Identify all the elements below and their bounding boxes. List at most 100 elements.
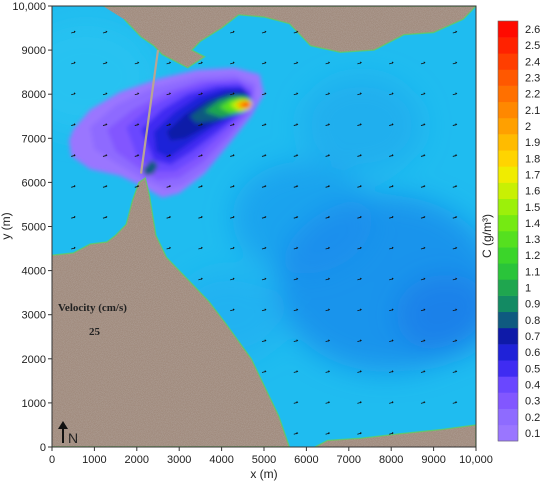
colorbar-swatch xyxy=(498,344,518,361)
colorbar-swatch xyxy=(498,150,518,167)
velocity-arrow-head xyxy=(296,308,299,311)
velocity-arrow-head xyxy=(74,246,76,250)
velocity-arrow-head xyxy=(105,123,108,126)
colorbar-tick-label: 0.5 xyxy=(525,363,540,375)
velocity-arrow-head xyxy=(201,215,203,219)
x-tick-label: 10,000 xyxy=(459,454,493,466)
colorbar-title: C (g/m³) xyxy=(480,214,494,258)
colorbar-tick-label: 2 xyxy=(525,121,531,133)
y-axis: 0 1000 2000 3000 4000 5000 6000 7000 8000 9000 10,… xyxy=(12,1,52,454)
y-tick-label: 0 xyxy=(40,442,46,454)
colorbar-tick-label: 1.8 xyxy=(525,153,540,165)
y-tick-label: 4000 xyxy=(22,266,46,278)
colorbar-swatch xyxy=(498,214,518,232)
velocity-arrow-head xyxy=(264,215,267,219)
velocity-arrow-head xyxy=(455,61,458,64)
velocity-arrow-head xyxy=(74,123,76,126)
velocity-arrow-head xyxy=(392,61,394,64)
velocity-arrow-head xyxy=(296,246,299,250)
velocity-arrow-head xyxy=(328,185,331,188)
velocity-arrow-head xyxy=(423,185,426,188)
velocity-arrow-head xyxy=(137,92,140,95)
colorbar-swatch xyxy=(498,117,518,135)
colorbar-swatch xyxy=(498,279,518,296)
velocity-legend-title: Velocity (cm/s) xyxy=(58,302,127,314)
velocity-arrow-head xyxy=(423,215,426,219)
velocity-arrow-head xyxy=(328,277,331,281)
velocity-arrow-head xyxy=(201,92,203,95)
velocity-arrow-head xyxy=(328,401,331,404)
velocity-arrow-head xyxy=(233,154,235,157)
y-tick-label: 10,000 xyxy=(12,1,46,13)
velocity-arrow-head xyxy=(264,185,267,188)
velocity-arrow-head xyxy=(455,185,458,188)
velocity-arrow-head xyxy=(296,92,299,95)
velocity-arrow-head xyxy=(423,246,426,250)
colorbar-tick-label: 1.3 xyxy=(525,234,540,246)
velocity-arrow-head xyxy=(455,92,458,95)
colorbar-swatch xyxy=(498,198,518,216)
velocity-arrow-head xyxy=(360,123,362,126)
velocity-arrow-head xyxy=(328,61,331,64)
x-tick-label: 7000 xyxy=(337,454,361,466)
velocity-arrow-head xyxy=(360,308,362,311)
colorbar-tick-label: 1.9 xyxy=(525,137,540,149)
velocity-arrow-head xyxy=(201,246,203,250)
colorbar-tick-label: 2.3 xyxy=(525,73,540,85)
velocity-arrow-head xyxy=(455,401,458,404)
colorbar-swatch xyxy=(498,166,518,183)
colorbar-tick-label: 1.1 xyxy=(525,266,540,278)
velocity-arrow-head xyxy=(233,308,235,311)
velocity-legend-value: 25 xyxy=(89,326,101,338)
velocity-arrow-head xyxy=(264,370,267,373)
velocity-arrow-head xyxy=(233,92,235,95)
velocity-arrow-head xyxy=(392,123,394,126)
velocity-arrow-head xyxy=(201,277,203,281)
velocity-arrow-head xyxy=(296,370,299,373)
velocity-arrow-head xyxy=(360,61,362,64)
water-shade-5 xyxy=(301,77,422,174)
causeway xyxy=(139,49,160,174)
velocity-arrow-head xyxy=(360,401,362,404)
colorbar-swatch xyxy=(498,21,518,38)
colorbar-swatch xyxy=(498,101,518,119)
colorbar-swatch xyxy=(498,408,518,426)
velocity-arrow-head xyxy=(105,61,108,64)
shore-north-coast xyxy=(102,6,476,69)
velocity-arrow-head xyxy=(264,246,267,250)
velocity-arrow-head xyxy=(137,61,140,64)
velocity-arrow-head xyxy=(392,339,394,342)
velocity-arrow-head xyxy=(360,277,362,281)
velocity-arrow-head xyxy=(233,215,235,219)
velocity-arrow-head xyxy=(392,370,394,373)
velocity-arrow-head xyxy=(455,308,458,311)
velocity-arrow-head xyxy=(328,123,331,126)
velocity-arrow-head xyxy=(201,123,203,126)
velocity-arrow-head xyxy=(169,246,172,250)
velocity-arrow-head xyxy=(74,30,76,34)
colorbar-tick-label: 0.9 xyxy=(525,299,540,311)
colorbar-swatch xyxy=(498,360,518,377)
x-tick-label: 8000 xyxy=(379,454,403,466)
colorbar-tick-label: 0.1 xyxy=(525,428,540,440)
velocity-arrow-head xyxy=(233,277,235,281)
velocity-arrow-head xyxy=(423,123,426,126)
velocity-arrow-head xyxy=(296,61,299,64)
colorbar-swatch xyxy=(498,53,518,70)
velocity-arrow-head xyxy=(105,215,108,219)
colorbar-tick-label: 0.2 xyxy=(525,412,540,424)
land-layer xyxy=(52,6,476,447)
velocity-arrow-head xyxy=(328,339,331,342)
y-tick-label: 9000 xyxy=(22,45,46,57)
x-tick-label: 3000 xyxy=(167,454,191,466)
colorbar-tick-label: 0.7 xyxy=(525,331,540,343)
colorbar: 0.1 0.2 0.3 0.4 0.5 0.6 0.7 0.8 0.9 1 1.1 1.2 1.3 1.4… xyxy=(497,20,540,442)
velocity-arrow-head xyxy=(392,277,394,281)
y-tick-label: 7000 xyxy=(22,133,46,145)
shore-southwest-coast xyxy=(52,176,291,447)
velocity-arrow-head xyxy=(137,185,140,188)
velocity-arrow-head xyxy=(169,215,172,219)
velocity-arrow-head xyxy=(328,370,331,373)
velocity-arrow-head xyxy=(423,61,426,64)
